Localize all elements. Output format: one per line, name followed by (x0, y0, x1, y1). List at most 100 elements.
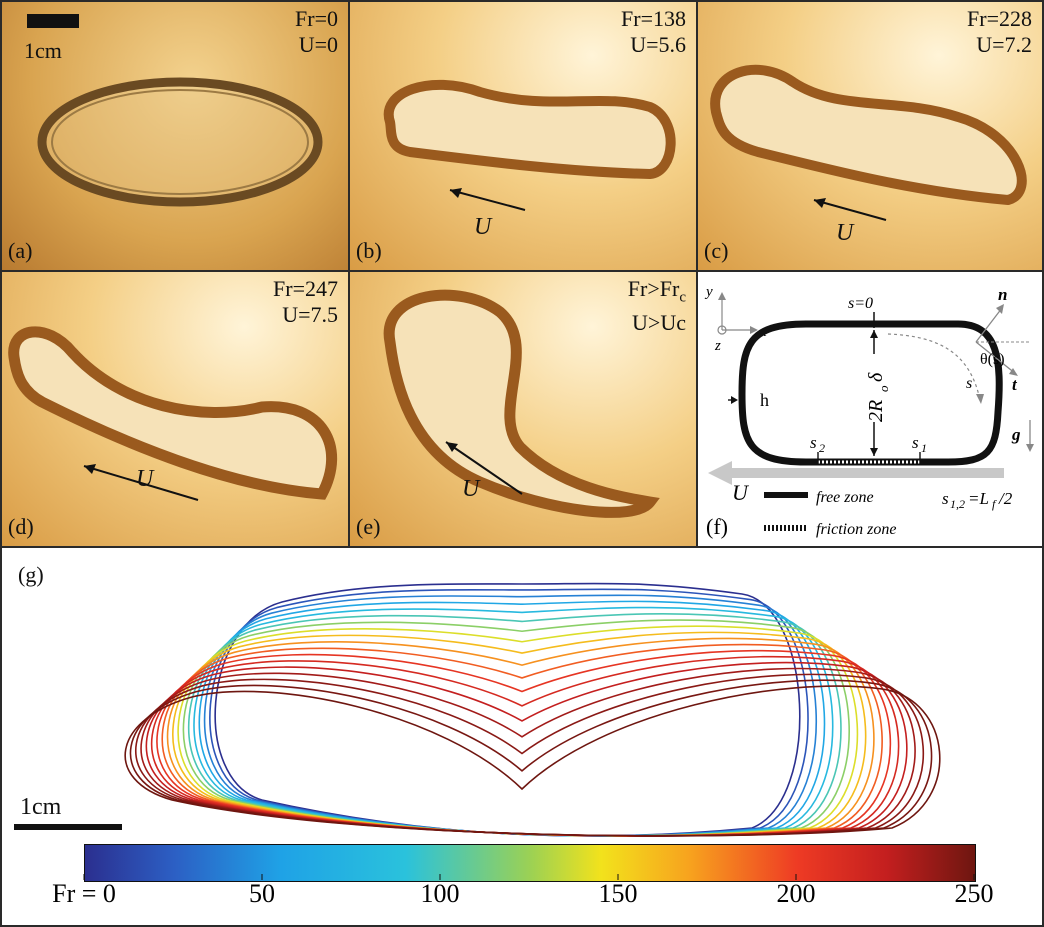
contour-line (161, 643, 883, 837)
arrow-line (813, 199, 887, 221)
panel-tag: (f) (706, 514, 728, 539)
contour-line (198, 600, 826, 837)
scale-bar (14, 824, 122, 830)
ring-shape (8, 326, 338, 500)
panel-e-drawing (383, 289, 660, 518)
ground-arrow (728, 468, 1004, 478)
scale-label: 1cm (24, 38, 62, 63)
panel-e: U Fr>Frc U>Uc (e) (348, 270, 698, 548)
panel-tag: (a) (8, 238, 33, 263)
height-arrow-head-top (870, 330, 878, 338)
panel-tag: (g) (18, 562, 44, 587)
panel-c-params: Fr=228 U=7.2 (967, 6, 1032, 58)
free-zone-label: free zone (816, 489, 874, 506)
free-zone-swatch (764, 492, 808, 498)
u-label: U=0 (298, 32, 338, 57)
s12-equals: =L (968, 489, 989, 508)
contour-line (150, 655, 900, 837)
arrow-line (445, 441, 523, 495)
fr-subscript: c (679, 289, 686, 306)
s0-label: s=0 (848, 295, 873, 312)
contour-line (177, 625, 859, 837)
fr-label: Fr=228 (967, 6, 1032, 31)
contour-line (135, 673, 925, 837)
arc-length-head (976, 394, 984, 404)
contour-line (156, 649, 892, 837)
contour-line (172, 631, 867, 837)
ring-shape (710, 64, 1027, 206)
velocity-label: U (474, 214, 492, 240)
normal-arrow-head (996, 304, 1004, 314)
contour-line (203, 594, 818, 837)
gravity-label: g (1011, 425, 1021, 444)
s12-tail: /2 (998, 489, 1013, 508)
arc-length-arrow (887, 333, 981, 401)
velocity-label: U (836, 220, 854, 246)
panel-a-params: Fr=0 U=0 (295, 6, 338, 58)
contour-line (140, 667, 916, 837)
fr-label: Fr=247 (273, 276, 338, 301)
thickness-label: h (760, 390, 769, 410)
arrow-head (446, 442, 458, 452)
fr-label: Fr=138 (621, 6, 686, 31)
panel-tag: (d) (8, 514, 34, 539)
panel-d-params: Fr=247 U=7.5 (273, 276, 338, 328)
s1-subscript: 1 (921, 441, 927, 455)
colorbar-tick-label: 50 (249, 879, 275, 904)
arrow-head (450, 188, 462, 198)
fr-label: Fr>Frc (628, 276, 686, 310)
scale-bar (27, 14, 79, 28)
ground-arrow-head (708, 461, 732, 485)
s12-label: s (942, 489, 949, 508)
panel-f: y x z s=0 2R o δ n t θ(s) s (696, 270, 1044, 548)
s12-subscript: 1,2 (950, 497, 965, 511)
tangent-label: t (1012, 375, 1018, 394)
velocity-label: U (136, 466, 154, 492)
schematic-drawing: y x z s=0 2R o δ n t θ(s) s (704, 284, 1034, 539)
contour-line (145, 661, 908, 837)
y-axis-arrow (718, 292, 726, 300)
colorbar-tick-label: Fr = 0 (52, 879, 116, 904)
s12-f-subscript: f (992, 497, 997, 511)
panel-g: (g) 1cm Fr = 0 50 100 150 200 250 (0, 546, 1044, 927)
colorbar-tick-label: 100 (421, 879, 460, 904)
panel-c: U Fr=228 U=7.2 (c) (696, 0, 1044, 272)
normal-vector (975, 307, 1003, 343)
colorbar-ticks: Fr = 0 50 100 150 200 250 (52, 874, 994, 904)
panel-tag: (e) (356, 514, 381, 539)
colorbar-tick-label: 150 (599, 879, 638, 904)
panel-c-drawing (710, 64, 1027, 221)
panel-tag: (b) (356, 238, 382, 263)
colorbar-tick-label: 200 (777, 879, 816, 904)
scale-label: 1cm (20, 794, 62, 820)
ring-inner (51, 89, 309, 195)
panel-b-drawing (383, 79, 676, 211)
contour-line (129, 679, 933, 837)
arc-length-label: s (966, 375, 972, 392)
u-label: U=7.2 (976, 32, 1032, 57)
contour-line (209, 588, 809, 837)
arrow-line (449, 189, 526, 211)
height-label-main: 2R (865, 400, 887, 422)
height-label-sub: o (876, 385, 891, 392)
velocity-label: U (732, 480, 750, 505)
ring-shape (383, 79, 676, 180)
panel-e-params: Fr>Frc U>Uc (628, 276, 686, 336)
panel-b: U Fr=138 U=5.6 (b) (348, 0, 698, 272)
panel-tag: (c) (704, 238, 729, 263)
panel-d: U Fr=247 U=7.5 (d) (0, 270, 350, 548)
panel-b-params: Fr=138 U=5.6 (621, 6, 686, 58)
contour-line (182, 619, 850, 837)
arrow-line (83, 465, 199, 501)
arrow-head (814, 198, 826, 208)
tangent-arrow-head (1009, 368, 1018, 376)
z-axis-label: z (714, 338, 721, 354)
contour-line (193, 606, 834, 837)
u-label: U=5.6 (630, 32, 686, 57)
u-label: U>Uc (632, 310, 686, 336)
z-axis (717, 325, 727, 335)
theta-label: θ(s) (980, 351, 1005, 368)
panel-a-drawing (27, 14, 323, 207)
elastic-loop (738, 320, 1003, 466)
fr-text: Fr>Fr (627, 276, 680, 301)
